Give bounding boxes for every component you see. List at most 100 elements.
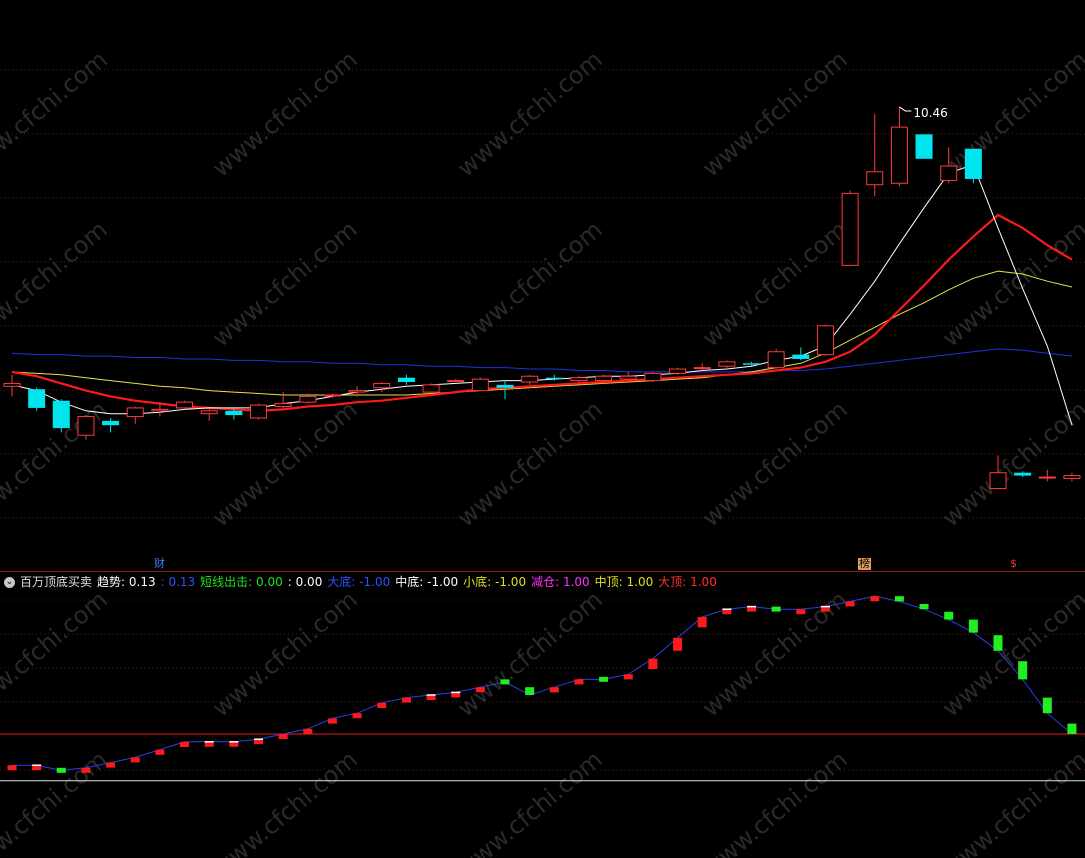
- candle: [397, 374, 415, 385]
- indicator-bar: [204, 741, 214, 747]
- indicator-item: 中顶: 1.00: [594, 575, 654, 589]
- indicator-title[interactable]: 百万顶底买卖: [20, 575, 93, 589]
- candle: [3, 374, 21, 397]
- indicator-bar: [130, 757, 140, 763]
- candle: [373, 382, 391, 393]
- candle-body: [373, 382, 391, 389]
- indicator-bar: [968, 619, 978, 633]
- candle-body: [570, 377, 588, 382]
- watermark-text: www.cfchi.com: [937, 395, 1085, 532]
- candle: [1063, 472, 1081, 482]
- watermark-text: www.cfchi.com: [937, 745, 1085, 858]
- candle-body: [669, 368, 687, 374]
- indicator-item: 大顶: 1.00: [658, 575, 717, 589]
- candle-body: [940, 165, 958, 181]
- indicator-item: 减仓: 1.00: [531, 575, 590, 589]
- high-pointer: [899, 106, 912, 112]
- candle: [126, 406, 144, 424]
- candle-body: [1063, 475, 1081, 479]
- indicator-bar: [1067, 723, 1077, 734]
- indicator-item: : 0.00: [287, 575, 323, 589]
- cai-marker[interactable]: 财: [154, 557, 165, 570]
- watermark-text: www.cfchi.com: [697, 45, 853, 182]
- indicator-bar: [377, 702, 387, 708]
- indicator-bar: [722, 609, 732, 615]
- candle: [669, 367, 687, 375]
- moving-averages: [11, 163, 1073, 426]
- candle: [250, 403, 267, 420]
- candle-body: [274, 403, 292, 407]
- watermark-text: www.cfchi.com: [937, 215, 1085, 352]
- trend-line: [12, 595, 1073, 771]
- candle-body: [693, 367, 711, 370]
- candle: [52, 399, 70, 433]
- candle: [595, 374, 613, 384]
- candle-body: [397, 377, 415, 382]
- candle: [693, 363, 711, 371]
- candle: [915, 134, 933, 159]
- watermark-text: www.cfchi.com: [452, 395, 608, 532]
- indicator-bar: [451, 692, 461, 698]
- collapse-icon[interactable]: ⌄: [4, 576, 15, 588]
- indicator-values: 趋势: 0.13: 0.13 短线出击: 0.00: 0.00 大底: -1.00 中…: [97, 574, 722, 590]
- candle: [792, 347, 810, 361]
- watermark-text: www.cfchi.com: [0, 745, 113, 858]
- candle-body: [1014, 472, 1032, 476]
- candle: [176, 400, 194, 410]
- candle: [816, 324, 834, 357]
- indicator-bar: [549, 687, 559, 693]
- candle-body: [250, 404, 267, 419]
- candle-body: [545, 377, 563, 380]
- candle: [299, 393, 317, 404]
- candle-body: [915, 134, 933, 159]
- candle: [225, 407, 243, 420]
- high-label: 10.46: [913, 106, 947, 120]
- ma20-line: [11, 270, 1073, 396]
- candle-body: [151, 408, 169, 412]
- panel-separator: [0, 571, 1085, 572]
- indicator-bar: [796, 609, 806, 615]
- watermark-text: www.cfchi.com: [207, 395, 363, 532]
- indicator-bar: [623, 674, 633, 680]
- indicator-bar: [352, 713, 362, 719]
- candle: [496, 380, 514, 400]
- indicator-bar: [401, 697, 411, 703]
- candlesticks: [3, 106, 1081, 490]
- indicator-bar: [327, 718, 337, 724]
- candle: [718, 360, 736, 370]
- watermarks: www.cfchi.com www.cfchi.com www.cfchi.com w…: [0, 45, 1085, 858]
- indicator-bar: [81, 767, 91, 773]
- candle: [570, 376, 588, 384]
- indicator-bar: [820, 606, 830, 612]
- candle-body: [52, 400, 70, 429]
- indicator-bar: [574, 679, 584, 685]
- indicator-bar: [673, 637, 683, 651]
- candle-body: [77, 416, 95, 436]
- indicator-bar: [475, 687, 485, 693]
- bang-marker[interactable]: 榜: [858, 557, 871, 570]
- indicator-item: 大底: -1.00: [327, 575, 391, 589]
- candle: [77, 415, 95, 440]
- candle-body: [3, 382, 21, 387]
- candle: [102, 418, 120, 433]
- candle: [348, 386, 366, 397]
- dollar-marker[interactable]: $: [1010, 557, 1017, 570]
- candle-body: [718, 361, 736, 367]
- indicator-bar: [7, 765, 17, 771]
- candle-body: [323, 394, 341, 397]
- indicator-bar: [525, 687, 535, 695]
- candle-body: [348, 390, 366, 393]
- candle: [151, 402, 169, 417]
- candle-body: [299, 395, 317, 403]
- candle: [200, 409, 218, 421]
- indicator-bar: [303, 728, 313, 734]
- indicator-bar: [845, 601, 855, 607]
- ma60-line: [11, 348, 1073, 373]
- candle-body: [1038, 476, 1056, 479]
- candle-body: [595, 375, 613, 382]
- candle-body: [644, 372, 662, 382]
- indicator-bar: [944, 611, 954, 620]
- candle: [323, 393, 341, 398]
- candle-body: [447, 380, 465, 383]
- watermark-text: www.cfchi.com: [452, 215, 608, 352]
